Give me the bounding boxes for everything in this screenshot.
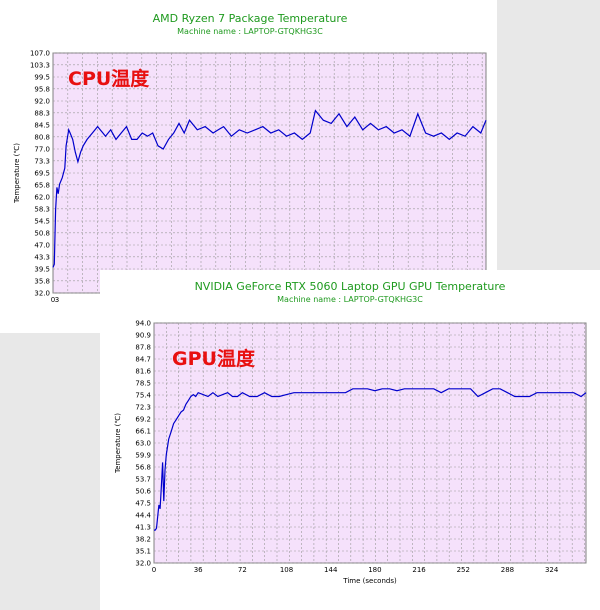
x-tick-label: 0 — [152, 566, 156, 574]
y-axis-label: Temperature (℃) — [13, 143, 21, 204]
y-tick-label: 47.5 — [135, 500, 151, 508]
y-tick-label: 50.8 — [34, 229, 50, 237]
chart-title: NVIDIA GeForce RTX 5060 Laptop GPU GPU T… — [195, 280, 506, 293]
y-tick-label: 95.8 — [34, 85, 50, 93]
y-axis-label: Temperature (℃) — [114, 413, 122, 474]
gpu-temperature-chart: NVIDIA GeForce RTX 5060 Laptop GPU GPU T… — [114, 280, 587, 585]
temperature-series-line — [154, 388, 587, 531]
y-tick-label: 75.4 — [135, 392, 151, 400]
y-tick-label: 47.0 — [34, 242, 50, 250]
y-tick-label: 88.3 — [34, 109, 50, 117]
y-tick-label: 72.3 — [135, 404, 151, 412]
y-tick-label: 54.5 — [34, 218, 50, 226]
x-tick-label: 180 — [368, 566, 381, 574]
y-tick-label: 32.0 — [34, 290, 50, 298]
x-tick-label: 36 — [194, 566, 203, 574]
chart-subtitle: Machine name : LAPTOP-GTQKHG3C — [277, 295, 423, 304]
y-tick-label: 56.8 — [135, 464, 151, 472]
y-tick-label: 81.6 — [135, 368, 151, 376]
x-tick-label: 324 — [545, 566, 559, 574]
y-tick-label: 80.8 — [34, 133, 50, 141]
y-tick-label: 59.9 — [135, 452, 151, 460]
y-tick-label: 107.0 — [30, 50, 50, 58]
y-tick-label: 39.5 — [34, 266, 50, 274]
y-tick-label: 99.5 — [34, 74, 50, 82]
x-axis-label: Time (seconds) — [342, 577, 397, 585]
y-tick-label: 78.5 — [135, 380, 151, 388]
y-tick-label: 41.3 — [135, 524, 151, 532]
x-tick-label: 108 — [280, 566, 293, 574]
y-tick-label: 73.3 — [34, 157, 50, 165]
x-tick-label: 216 — [412, 566, 426, 574]
x-tick-label: 72 — [238, 566, 247, 574]
cpu-temperature-label: CPU温度 — [68, 67, 150, 90]
y-tick-label: 35.1 — [135, 548, 151, 556]
y-tick-label: 35.8 — [34, 277, 50, 285]
y-tick-label: 44.4 — [135, 512, 151, 520]
y-tick-label: 58.3 — [34, 205, 50, 213]
chart-title: AMD Ryzen 7 Package Temperature — [153, 12, 348, 25]
y-tick-label: 65.8 — [34, 181, 50, 189]
gpu-temperature-panel: NVIDIA GeForce RTX 5060 Laptop GPU GPU T… — [100, 270, 600, 610]
x-tick-label: 0 — [51, 296, 55, 304]
y-tick-label: 62.0 — [34, 194, 50, 202]
y-tick-label: 50.6 — [135, 488, 151, 496]
x-tick-label: 252 — [457, 566, 470, 574]
y-tick-label: 84.7 — [135, 356, 151, 364]
x-tick-label: 3 — [55, 296, 59, 304]
y-tick-label: 69.5 — [34, 170, 50, 178]
y-tick-label: 53.7 — [135, 476, 151, 484]
y-tick-label: 77.0 — [34, 146, 50, 154]
cpu-temperature-chart: AMD Ryzen 7 Package Temperature Machine … — [13, 12, 487, 304]
chart-subtitle: Machine name : LAPTOP-GTQKHG3C — [177, 27, 323, 36]
y-tick-label: 84.5 — [34, 122, 50, 130]
y-tick-label: 43.3 — [34, 253, 50, 261]
y-tick-label: 87.8 — [135, 344, 151, 352]
y-tick-label: 66.1 — [135, 428, 151, 436]
y-tick-label: 63.0 — [135, 440, 151, 448]
y-tick-label: 32.0 — [135, 560, 151, 568]
gpu-temperature-label: GPU温度 — [172, 347, 256, 370]
y-tick-label: 90.9 — [135, 332, 151, 340]
y-tick-label: 38.2 — [135, 536, 151, 544]
x-tick-label: 144 — [324, 566, 338, 574]
y-tick-label: 69.2 — [135, 416, 151, 424]
y-tick-label: 92.0 — [34, 98, 50, 106]
y-tick-label: 94.0 — [135, 320, 151, 328]
x-tick-label: 288 — [501, 566, 514, 574]
y-tick-label: 103.3 — [30, 61, 50, 69]
temperature-series-line — [52, 109, 487, 268]
